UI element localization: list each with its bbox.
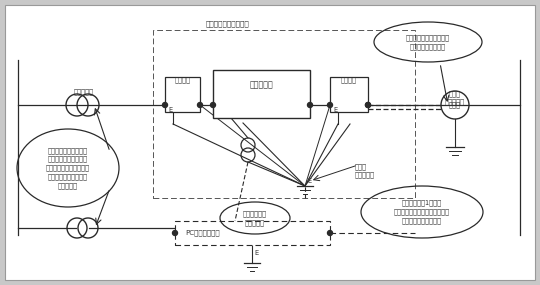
- Circle shape: [198, 103, 202, 107]
- Bar: [153, 30, 415, 198]
- Text: 電動機
アース端子: 電動機 アース端子: [445, 90, 465, 105]
- Text: インバータ収納制御盤: インバータ収納制御盤: [206, 21, 250, 27]
- Text: E: E: [168, 107, 172, 113]
- Text: モータ: モータ: [449, 102, 461, 108]
- Text: PC、センサなど: PC、センサなど: [185, 230, 220, 236]
- Text: フィルタ: フィルタ: [341, 76, 357, 83]
- Bar: [165, 77, 200, 112]
- Circle shape: [366, 103, 370, 107]
- Circle shape: [172, 231, 178, 235]
- Text: ・シールド線
外被用端子: ・シールド線 外被用端子: [243, 210, 267, 226]
- Text: 制御盤
アース端子: 制御盤 アース端子: [355, 163, 375, 178]
- Circle shape: [327, 231, 333, 235]
- Circle shape: [307, 103, 313, 107]
- Bar: [330, 77, 368, 112]
- Text: インバータ: インバータ: [249, 80, 273, 89]
- Text: 電源変圧器: 電源変圧器: [74, 88, 94, 95]
- Bar: [175, 221, 330, 245]
- Circle shape: [366, 103, 370, 107]
- Circle shape: [327, 103, 333, 107]
- Text: ・シールドは1点接地
・主回路電圧によって第三種、
　特別第三種接地工事: ・シールドは1点接地 ・主回路電圧によって第三種、 特別第三種接地工事: [394, 200, 450, 224]
- Bar: [213, 70, 310, 118]
- Circle shape: [163, 103, 167, 107]
- Text: E: E: [333, 107, 337, 113]
- Circle shape: [211, 103, 215, 107]
- Text: E: E: [307, 178, 311, 184]
- Text: E: E: [254, 250, 258, 256]
- Text: フィルタ: フィルタ: [174, 76, 191, 83]
- Text: ・主回路、制御回路は
　配線ダクトに分ける
・同一ダクトに収納する
　場合は金属板で遮へ
　い、分離: ・主回路、制御回路は 配線ダクトに分ける ・同一ダクトに収納する 場合は金属板で…: [46, 147, 90, 189]
- Text: ・金属電線音、シールド
　ケーブル等を使用: ・金属電線音、シールド ケーブル等を使用: [406, 34, 450, 50]
